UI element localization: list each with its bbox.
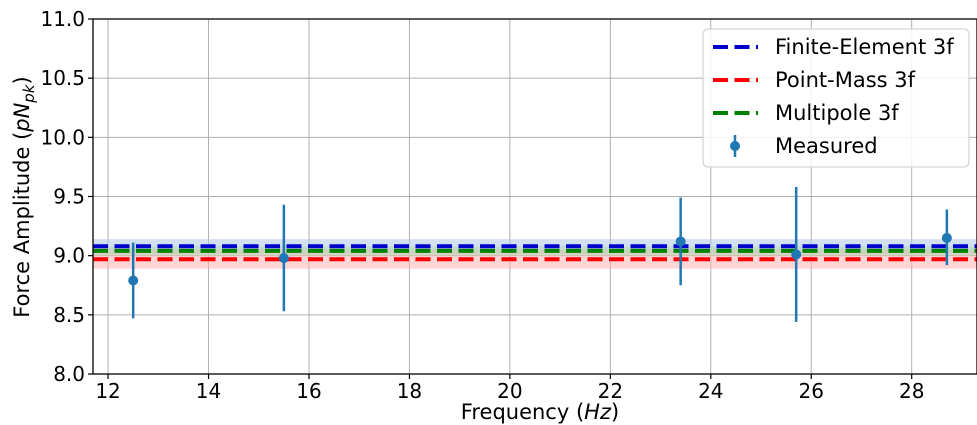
x-axis-label-unit: Hz: [584, 400, 612, 424]
y-tick-label: 10.5: [40, 66, 85, 90]
legend-multipole-3f-label: Multipole 3f: [775, 101, 899, 125]
model-uncertainty-bands: [93, 239, 977, 269]
y-axis-label: Force Amplitude (pNpk): [10, 76, 38, 317]
y-tick-label: 9.5: [53, 185, 85, 209]
x-tick-label: 12: [95, 379, 120, 403]
x-tick-label: 26: [799, 379, 824, 403]
y-axis-label-unit: pN: [10, 102, 34, 132]
y-tick-label: 8.5: [53, 303, 85, 327]
data-point: [942, 233, 952, 243]
x-tick-label: 24: [698, 379, 723, 403]
data-point: [128, 276, 138, 286]
y-tick-label: 10.0: [40, 125, 85, 149]
x-axis-label: Frequency (Hz): [461, 400, 619, 424]
x-tick-label: 18: [397, 379, 422, 403]
data-point: [791, 249, 801, 259]
x-tick-label: 28: [899, 379, 924, 403]
x-tick-label: 16: [296, 379, 321, 403]
y-tick-label: 11.0: [40, 7, 85, 31]
x-axis-label-close: ): [611, 400, 619, 424]
legend: Finite-Element 3f Point-Mass 3f Multipole …: [703, 29, 969, 167]
legend-point-mass-3f-label: Point-Mass 3f: [775, 68, 916, 92]
x-axis-label-main: Frequency (: [461, 400, 584, 424]
legend-measured-label: Measured: [775, 134, 878, 158]
legend-measured-marker: [730, 141, 740, 151]
y-tick-label: 8.0: [53, 362, 85, 386]
y-axis-label-subscript: pk: [20, 83, 38, 104]
y-axis-label-close: ): [10, 76, 34, 84]
data-point: [676, 236, 686, 246]
y-tick-label: 9.0: [53, 244, 85, 268]
legend-finite-element-3f-label: Finite-Element 3f: [775, 35, 954, 59]
data-point: [279, 253, 289, 263]
x-tick-label: 14: [196, 379, 221, 403]
y-axis-label-main: Force Amplitude (: [10, 132, 34, 318]
